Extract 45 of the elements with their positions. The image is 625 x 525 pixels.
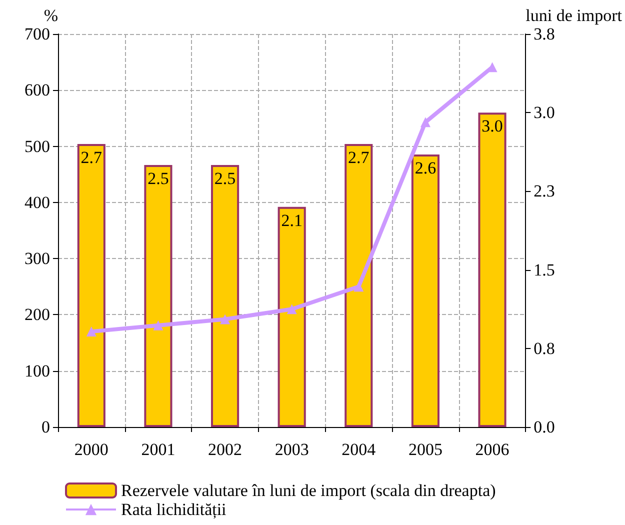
- x-tick-label: 2002: [208, 440, 242, 459]
- data-label: 2.5: [214, 169, 236, 188]
- legend-label: Rezervele valutare în luni de import (scala din dreapta): [121, 481, 496, 500]
- y-axis-title: %: [44, 6, 58, 26]
- point: [220, 314, 230, 324]
- x-tick-label: 2000: [74, 440, 108, 459]
- x-tick-label: 2005: [408, 440, 442, 459]
- x-tick-label: 2001: [141, 440, 176, 459]
- y2-tick-label: 3.0: [534, 103, 555, 122]
- x-tick-label: 2004: [342, 440, 376, 459]
- y2-tick-label: 2.3: [534, 182, 555, 201]
- bar: [144, 165, 172, 427]
- y2-tick-label: 0.8: [534, 338, 555, 358]
- legend-label: Rata lichidității: [121, 500, 227, 519]
- x-tick-label: 2006: [475, 440, 510, 459]
- data-label: 2.5: [148, 169, 169, 188]
- y2-tick-label: 3.8: [534, 24, 555, 44]
- point: [86, 326, 96, 337]
- y2-axis-title: luni de import: [526, 6, 622, 26]
- y-tick-label: 500: [24, 136, 50, 156]
- y2-tick-label: 0.0: [534, 418, 555, 436]
- bar: [411, 154, 440, 427]
- bar: [77, 144, 106, 427]
- y2-tick-label: 1.5: [534, 260, 555, 280]
- point: [354, 282, 364, 292]
- data-label: 2.6: [414, 158, 436, 178]
- data-label: 2.7: [80, 148, 103, 168]
- y-tick-label: 600: [24, 80, 50, 100]
- y-tick-label: 300: [24, 249, 50, 268]
- y-tick-label: 100: [24, 361, 50, 380]
- bar: [344, 144, 373, 427]
- bar: [278, 206, 306, 427]
- data-label: 3.0: [482, 116, 503, 136]
- data-label: 2.7: [348, 148, 370, 168]
- y-tick-label: 700: [24, 24, 50, 44]
- y-tick-label: 200: [24, 305, 50, 324]
- data-label: 2.1: [281, 210, 302, 230]
- x-tick-label: 2003: [274, 440, 309, 459]
- y-tick-label: 0: [42, 418, 50, 436]
- bar: [478, 112, 506, 427]
- point: [420, 117, 430, 128]
- bar: [210, 165, 240, 427]
- point: [286, 304, 297, 314]
- point: [153, 320, 164, 330]
- y-tick-label: 400: [24, 192, 50, 212]
